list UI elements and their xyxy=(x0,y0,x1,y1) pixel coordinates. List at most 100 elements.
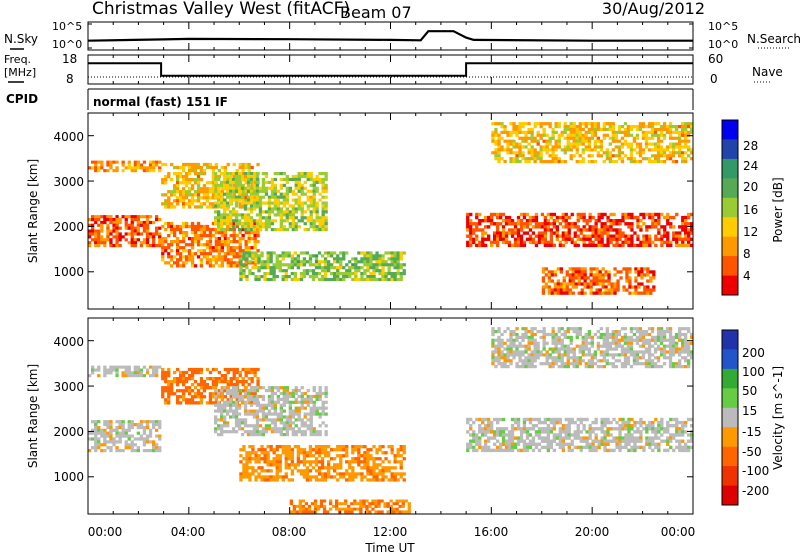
heatmap-cell xyxy=(109,220,113,225)
heatmap-cell xyxy=(519,439,524,443)
heatmap-cell xyxy=(273,424,277,428)
heatmap-cell xyxy=(312,201,316,205)
heatmap-cell xyxy=(199,237,204,241)
heatmap-cell xyxy=(314,463,319,467)
heatmap-cell xyxy=(624,424,628,428)
heatmap-cell xyxy=(109,238,113,242)
heatmap-cell xyxy=(390,275,394,279)
heatmap-cell xyxy=(199,165,204,170)
heatmap-cell xyxy=(246,183,251,187)
heatmap-cell xyxy=(497,122,501,126)
heatmap-cell xyxy=(285,415,289,419)
heatmap-cell xyxy=(363,277,367,282)
heatmap-cell xyxy=(246,198,251,202)
heatmap-cell xyxy=(320,460,325,464)
heatmap-cell xyxy=(621,219,625,223)
heatmap-cell xyxy=(620,160,625,164)
heatmap-cell xyxy=(130,241,134,245)
heatmap-cell xyxy=(591,430,595,434)
heatmap-cell xyxy=(493,417,497,422)
heatmap-cell xyxy=(384,451,388,455)
heatmap-cell xyxy=(320,445,325,449)
heatmap-cell xyxy=(291,198,295,202)
heatmap-cell xyxy=(161,258,165,262)
heatmap-cell xyxy=(196,383,201,387)
heatmap-cell xyxy=(261,183,266,187)
heatmap-cell xyxy=(398,499,402,503)
heatmap-cell xyxy=(223,192,227,196)
heatmap-cell xyxy=(217,433,221,437)
heatmap-cell xyxy=(315,177,319,182)
heatmap-cell xyxy=(266,260,270,264)
heatmap-cell xyxy=(297,204,301,208)
heatmap-cell xyxy=(214,394,218,399)
heatmap-cell xyxy=(354,460,358,464)
heatmap-cell xyxy=(396,478,400,482)
heatmap-cell xyxy=(234,406,239,410)
heatmap-cell xyxy=(493,237,497,241)
heatmap-cell xyxy=(629,125,634,129)
heatmap-cell xyxy=(577,282,581,286)
heatmap-cell xyxy=(254,266,258,270)
heatmap-cell xyxy=(366,269,370,273)
heatmap-cell xyxy=(490,424,494,428)
heatmap-cell xyxy=(170,258,174,262)
heatmap-cell xyxy=(490,212,494,217)
heatmap-cell xyxy=(357,260,361,264)
heatmap-cell xyxy=(497,145,501,149)
heatmap-cell xyxy=(605,157,609,161)
heatmap-cell xyxy=(534,445,539,450)
heatmap-cell xyxy=(237,228,242,232)
heatmap-cell xyxy=(97,235,101,239)
heatmap-cell xyxy=(229,216,233,220)
heatmap-cell xyxy=(475,234,479,238)
heatmap-cell xyxy=(245,469,249,473)
heatmap-cell xyxy=(245,251,249,255)
heatmap-cell xyxy=(242,254,246,258)
heatmap-cell xyxy=(542,127,546,132)
heatmap-cell xyxy=(500,157,504,161)
heatmap-cell xyxy=(266,454,270,458)
heatmap-cell xyxy=(217,240,221,244)
heatmap-cell xyxy=(659,139,664,143)
heatmap-cell xyxy=(360,478,364,482)
heatmap-cell xyxy=(300,391,304,396)
heatmap-cell xyxy=(303,201,307,205)
heatmap-cell xyxy=(598,282,602,286)
heatmap-cell xyxy=(647,160,652,164)
heatmap-cell xyxy=(336,254,340,258)
heatmap-cell xyxy=(329,499,333,503)
heatmap-cell xyxy=(644,139,649,143)
heatmap-cell xyxy=(554,148,558,152)
heatmap-cell xyxy=(681,219,685,223)
heatmap-cell xyxy=(578,133,582,137)
heatmap-cell xyxy=(202,227,207,232)
heatmap-cell xyxy=(312,406,316,410)
heatmap-cell xyxy=(109,428,113,432)
heatmap-cell xyxy=(229,380,233,384)
heatmap-cell xyxy=(501,219,506,223)
heatmap-cell xyxy=(497,160,501,164)
heatmap-cell xyxy=(247,240,251,244)
heatmap-cell xyxy=(314,260,319,264)
heatmap-cell xyxy=(115,371,119,375)
heatmap-cell xyxy=(299,460,304,464)
heatmap-cell xyxy=(609,433,613,437)
heatmap-cell xyxy=(590,127,594,132)
heatmap-cell xyxy=(229,406,233,410)
heatmap-cell xyxy=(293,272,297,276)
heatmap-cell xyxy=(636,225,640,229)
heatmap-cell xyxy=(223,183,227,187)
heatmap-cell xyxy=(365,504,369,508)
heatmap-cell xyxy=(164,401,168,405)
heatmap-cell xyxy=(555,433,559,437)
heatmap-cell xyxy=(366,451,370,455)
heatmap-cell xyxy=(366,478,370,482)
heatmap-cell xyxy=(554,122,558,126)
heatmap-cell xyxy=(323,251,328,255)
heatmap-cell xyxy=(644,157,649,161)
heatmap-cell xyxy=(576,237,580,241)
power-ytick-3000: 3000 xyxy=(53,175,84,189)
heatmap-cell xyxy=(369,251,373,255)
heatmap-cell xyxy=(384,277,388,282)
